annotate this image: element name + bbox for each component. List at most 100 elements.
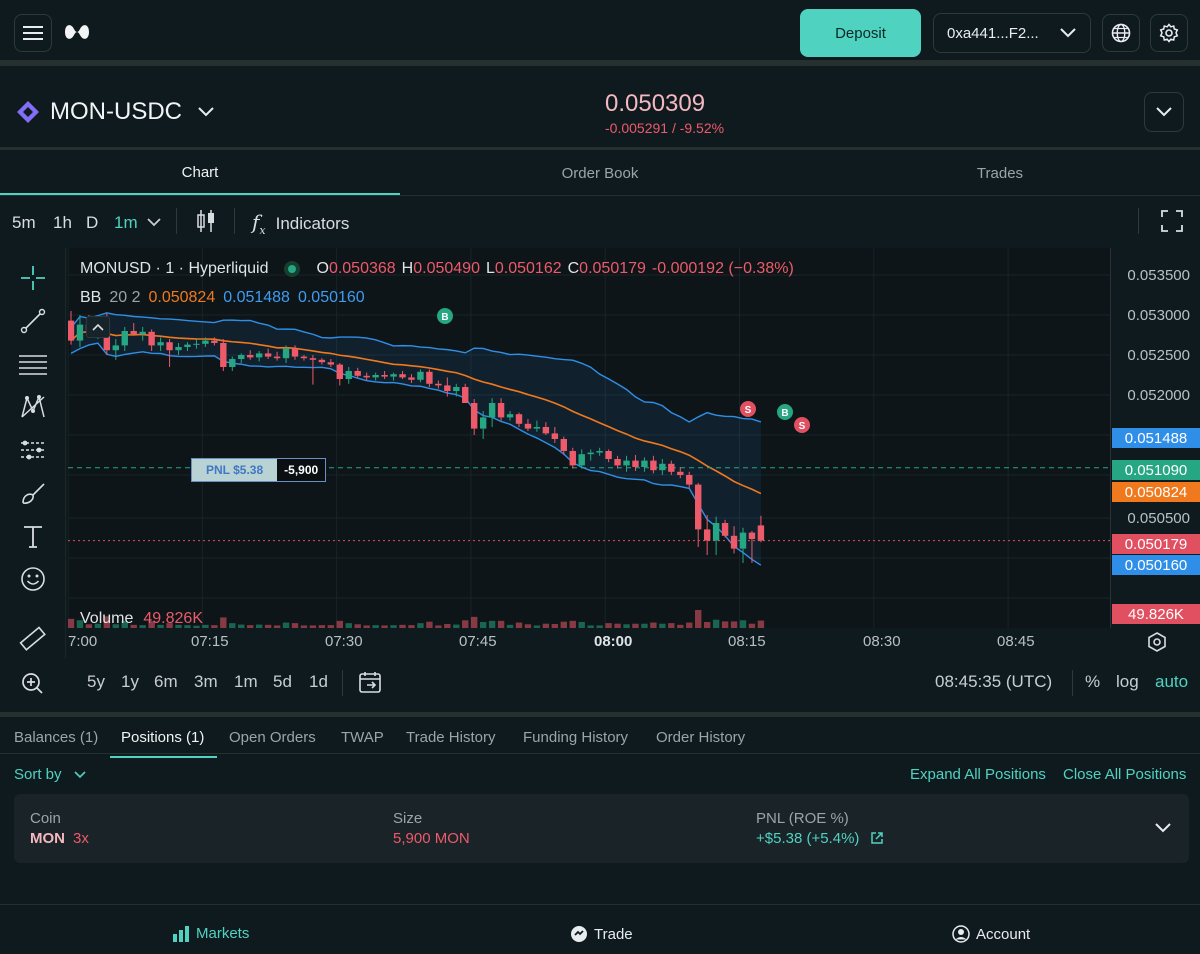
- bb-mid-price-tag: 0.050824: [1112, 482, 1200, 502]
- position-pnl-tag[interactable]: PNL $5.38 -5,900: [191, 458, 327, 482]
- language-button[interactable]: [1102, 14, 1140, 52]
- range-1d[interactable]: 1d: [309, 672, 328, 691]
- expand-all-positions-link[interactable]: Expand All Positions: [910, 766, 1046, 783]
- tab-positions[interactable]: Positions (1): [121, 729, 205, 746]
- y-tick: 0.052000: [1127, 387, 1190, 404]
- tab-chart[interactable]: Chart: [0, 152, 400, 195]
- logo-icon[interactable]: [62, 21, 92, 43]
- volume-bar: [85, 624, 93, 628]
- monad-logo-icon: [17, 101, 39, 123]
- fullscreen-icon[interactable]: [1161, 210, 1183, 232]
- volume-bar: [515, 622, 523, 628]
- tab-twap[interactable]: TWAP: [341, 729, 384, 746]
- crosshair-icon: [21, 266, 45, 290]
- range-5y[interactable]: 5y: [87, 672, 105, 691]
- market-details-toggle[interactable]: [1144, 92, 1184, 132]
- interval-1h[interactable]: 1h: [53, 213, 72, 232]
- chevron-down-icon[interactable]: [1155, 823, 1171, 833]
- volume-bar: [103, 616, 111, 628]
- tab-open-orders[interactable]: Open Orders: [229, 729, 316, 746]
- volume-bar: [381, 625, 388, 628]
- text-tool[interactable]: [15, 518, 51, 554]
- pnl-header: PNL (ROE %): [756, 810, 849, 827]
- tab-funding-history[interactable]: Funding History: [523, 729, 629, 746]
- range-1y[interactable]: 1y: [121, 672, 139, 691]
- brush-tool[interactable]: [15, 475, 51, 511]
- tab-trades[interactable]: Trades: [976, 165, 1024, 182]
- position-coin: MON: [30, 830, 65, 847]
- chevron-down-icon[interactable]: [147, 218, 161, 228]
- time-axis[interactable]: 7:00 07:15 07:30 07:45 08:00 08:15 08:30…: [68, 628, 1110, 658]
- share-external-icon[interactable]: [870, 831, 884, 845]
- menu-button[interactable]: [14, 14, 52, 52]
- candle-body: [354, 371, 361, 376]
- indicators-button[interactable]: fx Indicators: [252, 210, 349, 237]
- deposit-button[interactable]: Deposit: [800, 9, 921, 57]
- interval-d[interactable]: D: [86, 213, 99, 232]
- crosshair-tool[interactable]: [15, 260, 51, 296]
- range-3m[interactable]: 3m: [194, 672, 218, 691]
- candle-body: [551, 433, 559, 439]
- candle-body: [166, 342, 173, 351]
- measure-tool[interactable]: [15, 621, 51, 657]
- volume-bar: [408, 625, 415, 628]
- market-selector[interactable]: MON-USDC: [16, 98, 214, 126]
- chart-settings-icon[interactable]: [1146, 631, 1168, 653]
- volume-bar: [748, 623, 756, 628]
- candle-body: [444, 385, 451, 391]
- prediction-tool[interactable]: [15, 432, 51, 468]
- zoom-in-icon[interactable]: [20, 671, 44, 695]
- price-axis[interactable]: 0.053500 0.053000 0.052500 0.052000 0.05…: [1110, 248, 1200, 628]
- range-6m[interactable]: 6m: [154, 672, 178, 691]
- divider: [234, 208, 235, 234]
- wallet-dropdown[interactable]: 0xa441...F2...: [933, 13, 1091, 53]
- volume-bar: [712, 619, 720, 628]
- market-open-dot: [284, 261, 301, 277]
- candle-body: [757, 525, 765, 541]
- tab-trade-history[interactable]: Trade History: [406, 729, 496, 746]
- volume-bar: [309, 625, 317, 628]
- volume-bar: [632, 623, 639, 628]
- go-to-date-icon[interactable]: [358, 670, 382, 694]
- log-toggle[interactable]: log: [1116, 672, 1139, 691]
- range-5d[interactable]: 5d: [273, 672, 292, 691]
- tab-balances[interactable]: Balances (1): [14, 729, 99, 746]
- pattern-tool[interactable]: [15, 389, 51, 425]
- trade-marker: [794, 417, 810, 433]
- utc-clock[interactable]: 08:45:35 (UTC): [935, 672, 1053, 691]
- lines-icon: [19, 355, 47, 375]
- candle-body: [641, 460, 648, 467]
- interval-5m[interactable]: 5m: [12, 213, 36, 232]
- y-tick: 0.050500: [1127, 510, 1190, 527]
- candle-body: [659, 463, 666, 471]
- nav-account[interactable]: Account: [952, 925, 1030, 943]
- chart-toolbar: 5m 1h D 1m fx Indicators: [0, 196, 1200, 248]
- close-all-positions-link[interactable]: Close All Positions: [1063, 766, 1187, 783]
- percent-toggle[interactable]: %: [1085, 672, 1101, 691]
- range-1m[interactable]: 1m: [234, 672, 258, 691]
- globe-icon: [1111, 23, 1131, 43]
- collapse-legend-button[interactable]: [86, 316, 110, 338]
- tab-order-history[interactable]: Order History: [656, 729, 746, 746]
- horizontal-lines-tool[interactable]: [15, 346, 51, 382]
- candle-body: [247, 355, 254, 358]
- tab-order-book[interactable]: Order Book: [561, 165, 639, 182]
- trendline-tool[interactable]: [15, 303, 51, 339]
- volume-bar: [668, 623, 675, 628]
- candles-icon[interactable]: [195, 208, 217, 234]
- auto-toggle[interactable]: auto: [1155, 672, 1189, 691]
- settings-button[interactable]: [1150, 14, 1188, 52]
- sort-by-dropdown[interactable]: Sort by: [14, 766, 86, 783]
- candle-body: [408, 377, 415, 380]
- emoji-tool[interactable]: [15, 561, 51, 597]
- candle-body: [739, 532, 747, 549]
- candle-body: [309, 358, 317, 360]
- volume-bar: [157, 624, 164, 628]
- nav-markets[interactable]: Markets: [172, 925, 249, 942]
- interval-1m[interactable]: 1m: [114, 213, 138, 232]
- candle-body: [515, 414, 523, 424]
- nav-trade[interactable]: Trade: [570, 925, 633, 943]
- position-row[interactable]: Coin MON 3x Size 5,900 MON PNL (ROE %) +…: [14, 794, 1189, 863]
- candle-body: [282, 348, 290, 359]
